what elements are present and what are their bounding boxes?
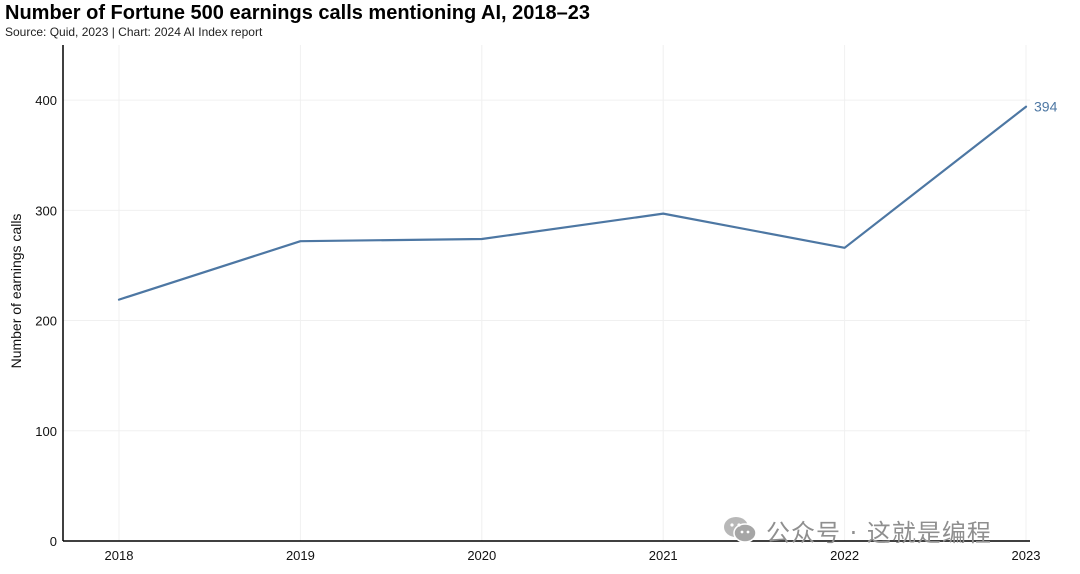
x-tick-label: 2019: [286, 548, 315, 563]
x-tick-label: 2020: [467, 548, 496, 563]
x-tick-labels: 2018 2019 2020 2021 2022 2023: [105, 548, 1041, 563]
x-tick-label: 2018: [105, 548, 134, 563]
y-tick-label: 200: [35, 314, 57, 329]
y-tick-label: 0: [50, 534, 57, 549]
y-tick-label: 400: [35, 93, 57, 108]
series-line: [117, 105, 1028, 301]
x-tick-label: 2021: [649, 548, 678, 563]
y-axis-title: Number of earnings calls: [8, 214, 24, 369]
axes: [62, 45, 1030, 542]
chart-source: Source: Quid, 2023 | Chart: 2024 AI Inde…: [5, 25, 263, 39]
chart-title: Number of Fortune 500 earnings calls men…: [5, 2, 590, 24]
x-tick-label: 2023: [1012, 548, 1041, 563]
series: [117, 105, 1028, 301]
data-label: 394: [1034, 99, 1058, 115]
y-tick-label: 100: [35, 424, 57, 439]
x-tick-label: 2022: [830, 548, 859, 563]
watermark-text: 公众号 · 这就是编程: [766, 518, 992, 547]
y-tick-label: 300: [35, 203, 57, 218]
watermark: 公众号 · 这就是编程: [722, 512, 992, 548]
y-tick-labels: 0 100 200 300 400: [35, 93, 57, 549]
grid-lines: [63, 45, 1030, 541]
wechat-icon: [724, 517, 757, 543]
data-labels: 394: [1034, 99, 1058, 115]
